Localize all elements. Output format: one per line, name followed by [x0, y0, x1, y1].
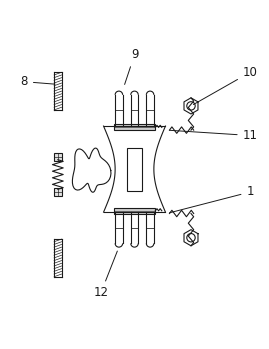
- Text: 9: 9: [125, 48, 138, 84]
- Text: 8: 8: [20, 75, 55, 88]
- Text: 11: 11: [169, 129, 258, 142]
- Bar: [54, 153, 62, 161]
- Bar: [127, 148, 142, 191]
- Text: 10: 10: [193, 66, 258, 105]
- Text: 12: 12: [93, 251, 117, 299]
- Bar: [54, 188, 62, 196]
- Bar: [114, 208, 155, 214]
- Text: 1: 1: [169, 185, 254, 213]
- Bar: [114, 125, 155, 131]
